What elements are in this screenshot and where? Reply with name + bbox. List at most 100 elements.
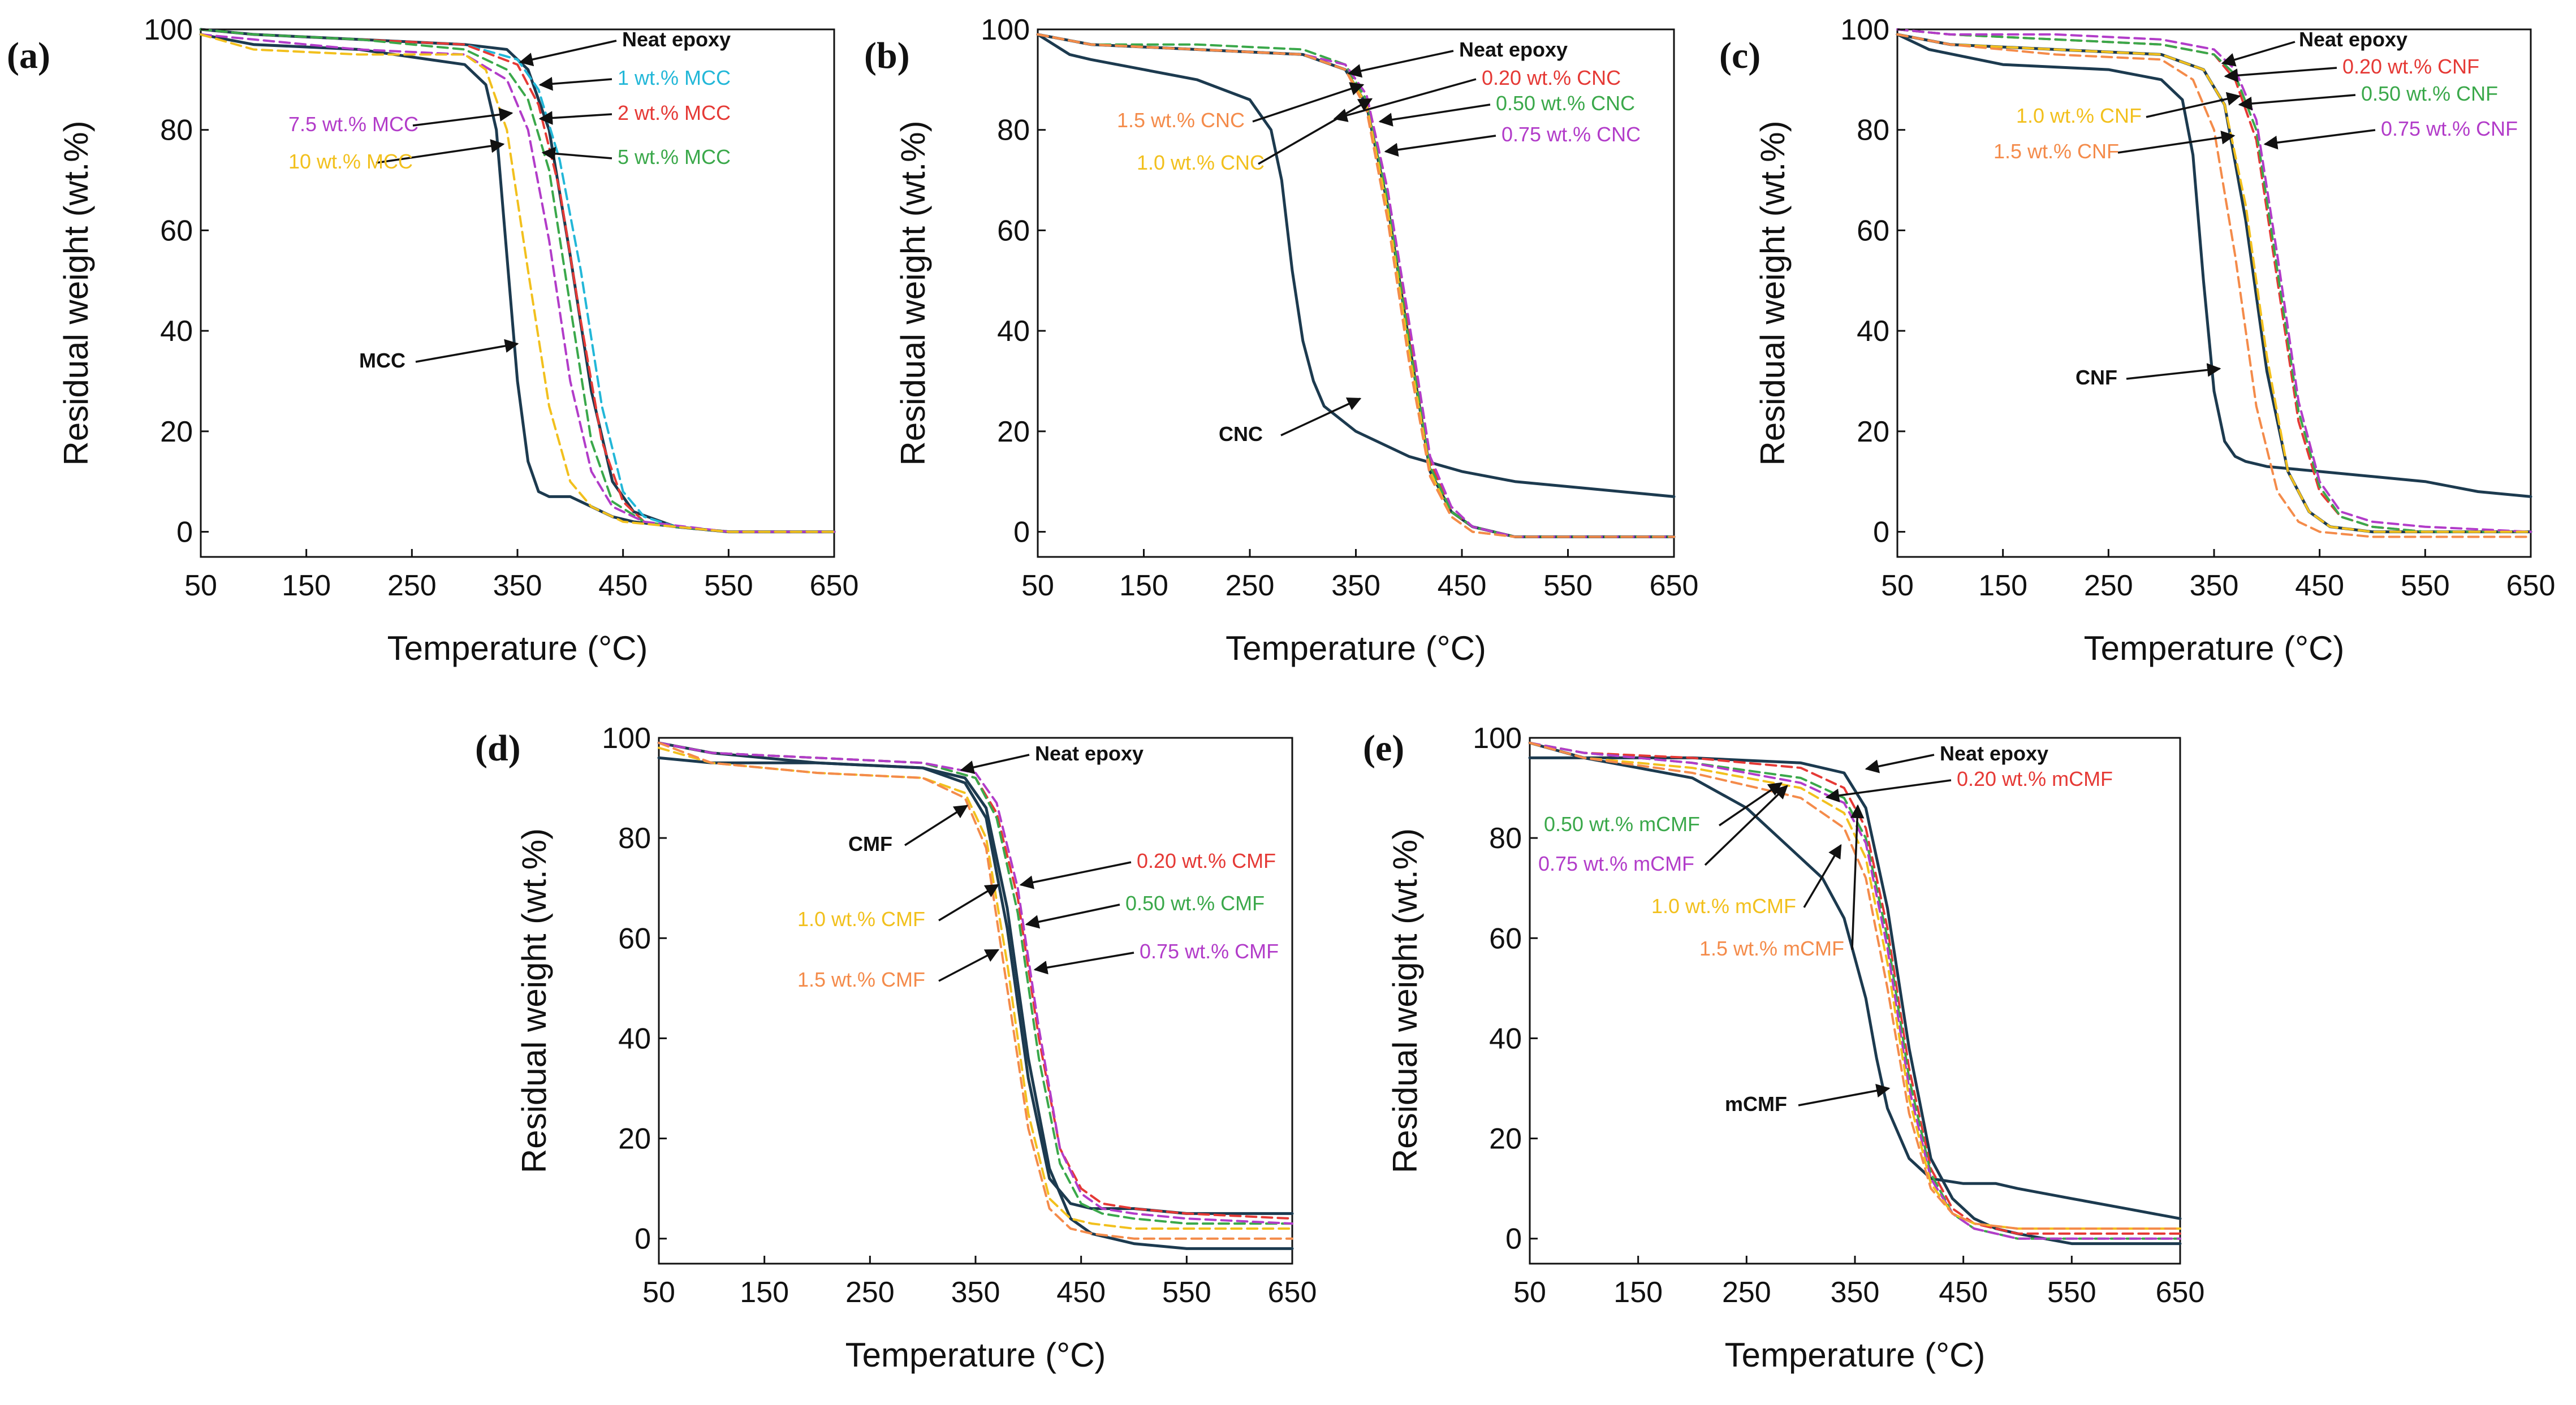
x-tick-label: 650	[810, 569, 859, 602]
annotation-neat-epoxy: Neat epoxy	[1459, 38, 1568, 61]
y-tick-label: 60	[618, 922, 651, 955]
annotation-arrow	[415, 339, 519, 363]
annotation-0-75-wt-cnc: 0.75 wt.% CNC	[1501, 123, 1641, 146]
y-tick-label: 60	[997, 214, 1030, 247]
series-line-1-5-wt-cmf	[658, 741, 1293, 1240]
y-tick-label: 20	[1857, 416, 1889, 448]
x-tick-label: 150	[1978, 569, 2027, 602]
series-line-1-5-wt-cnf	[1896, 33, 2532, 538]
series-line-0-75-wt-cmf	[658, 741, 1293, 1225]
x-axis-label: Temperature (°C)	[1725, 1336, 1986, 1374]
x-tick-label: 450	[2295, 569, 2344, 602]
series-line-1-5-wt-cnc	[1037, 33, 1675, 538]
y-tick-label: 100	[144, 14, 193, 46]
y-tick-label: 100	[602, 722, 651, 755]
annotation-0-20-wt-cmf: 0.20 wt.% CMF	[1137, 849, 1276, 872]
annotation-arrow	[2117, 131, 2236, 154]
y-tick-label: 20	[160, 416, 193, 448]
panel-label: (d)	[475, 728, 521, 769]
x-tick-label: 250	[1722, 1276, 1771, 1309]
panel-label: (b)	[864, 35, 910, 76]
panel-d: 50 150 250 350 450 550 650 0 20 40 60 80 100 Temperat…	[475, 722, 1317, 1374]
y-tick-label: 60	[1489, 922, 1522, 955]
y-tick-label: 0	[635, 1223, 651, 1256]
annotation-mcc: MCC	[359, 349, 405, 372]
x-tick-label: 250	[1226, 569, 1275, 602]
annotation-cnc: CNC	[1219, 422, 1263, 446]
x-axis-label: Temperature (°C)	[2084, 629, 2345, 667]
annotation-neat-epoxy: Neat epoxy	[1940, 742, 2048, 765]
annotation-1-5-wt-cnf: 1.5 wt.% CNF	[1994, 140, 2119, 163]
x-tick-label: 650	[1268, 1276, 1317, 1309]
annotation-arrow	[519, 40, 617, 67]
annotation-arrow	[904, 805, 969, 846]
series-line-7-5-wt-mcc	[200, 33, 835, 533]
annotation-0-50-wt-cmf: 0.50 wt.% CMF	[1125, 892, 1265, 915]
y-axis-label: Residual weight (wt.%)	[894, 120, 932, 465]
annotation-arrow	[1850, 804, 1865, 950]
y-tick-label: 0	[1873, 516, 1889, 549]
series-line-0-75-wt-mcmf	[1529, 741, 2181, 1240]
series-line-1-0-wt-cnf	[1896, 33, 2532, 533]
annotation-1-wt-mcc: 1 wt.% MCC	[618, 66, 731, 89]
annotation-0-20-wt-mcmf: 0.20 wt.% mCMF	[1957, 767, 2113, 790]
annotation-arrow	[2146, 92, 2241, 118]
annotation-neat-epoxy: Neat epoxy	[2299, 28, 2407, 51]
x-tick-label: 150	[1119, 569, 1168, 602]
annotation-arrow	[2221, 41, 2295, 67]
y-tick-label: 0	[1013, 516, 1030, 549]
annotation-neat-epoxy: Neat epoxy	[622, 28, 731, 51]
y-axis-label: Residual weight (wt.%)	[1754, 120, 1792, 465]
annotation-1-0-wt-cmf: 1.0 wt.% CMF	[797, 907, 925, 931]
annotation-arrow	[1258, 98, 1373, 165]
annotation-arrow	[1378, 103, 1491, 127]
annotation-arrow	[2238, 94, 2356, 111]
y-tick-label: 0	[176, 516, 193, 549]
y-tick-label: 40	[997, 315, 1030, 348]
annotation-cnf: CNF	[2076, 366, 2117, 389]
annotation-1-5-wt-cmf: 1.5 wt.% CMF	[797, 968, 925, 991]
x-tick-label: 50	[1021, 569, 1054, 602]
annotation-0-75-wt-mcmf: 0.75 wt.% mCMF	[1538, 852, 1694, 875]
y-axis-label: Residual weight (wt.%)	[1386, 828, 1424, 1173]
annotation-arrow	[541, 146, 612, 161]
annotation-arrow	[1865, 754, 1935, 773]
annotation-0-20-wt-cnc: 0.20 wt.% CNC	[1482, 66, 1621, 89]
series-line-mcc	[199, 33, 836, 534]
y-axis-label: Residual weight (wt.%)	[515, 828, 553, 1173]
panel-label: (e)	[1363, 728, 1404, 769]
annotation-arrow	[1347, 50, 1454, 78]
annotation-arrow	[1333, 78, 1477, 122]
annotation-arrow	[960, 754, 1030, 775]
x-tick-label: 450	[1939, 1276, 1988, 1309]
annotation-arrow	[1384, 135, 1496, 157]
annotation-arrow	[1280, 397, 1362, 436]
series-line-1-0-wt-cmf	[658, 746, 1293, 1230]
annotation-arrow	[2263, 129, 2376, 150]
annotation-0-75-wt-cmf: 0.75 wt.% CMF	[1140, 940, 1279, 963]
annotation-2-wt-mcc: 2 wt.% MCC	[618, 101, 731, 124]
annotation-arrow	[938, 884, 1000, 922]
annotation-arrow	[1033, 952, 1134, 975]
x-tick-label: 450	[1056, 1276, 1106, 1309]
annotation-arrow	[1825, 779, 1952, 803]
annotation-7-5-wt-mcc: 7.5 wt.% MCC	[288, 113, 418, 136]
y-tick-label: 20	[997, 416, 1030, 448]
series-line-1-5-wt-mcmf	[1529, 741, 2181, 1230]
annotation-arrow	[1719, 782, 1783, 827]
series-line-0-50-wt-cnf	[1896, 28, 2532, 533]
x-tick-label: 650	[2156, 1276, 2205, 1309]
panel-c: 50 150 250 350 450 550 650 0 20 40 60 80 100 Temperat…	[1719, 14, 2555, 667]
series-line-0-20-wt-mcmf	[1529, 741, 2181, 1235]
annotation-0-50-wt-cnf: 0.50 wt.% CNF	[2361, 82, 2498, 105]
series-line-cnc	[1036, 33, 1676, 498]
series-line-neat-epoxy	[1528, 756, 2182, 1246]
annotation-10-wt-mcc: 10 wt.% MCC	[288, 150, 413, 173]
panel-a: 50 150 250 350 450 550 650 0 20 40 60 80 100 Temperat…	[7, 14, 858, 667]
y-axis-label: Residual weight (wt.%)	[57, 120, 95, 465]
x-tick-label: 650	[2506, 569, 2556, 602]
x-tick-label: 550	[2401, 569, 2450, 602]
y-tick-label: 100	[981, 14, 1030, 46]
annotation-5-wt-mcc: 5 wt.% MCC	[618, 145, 731, 168]
